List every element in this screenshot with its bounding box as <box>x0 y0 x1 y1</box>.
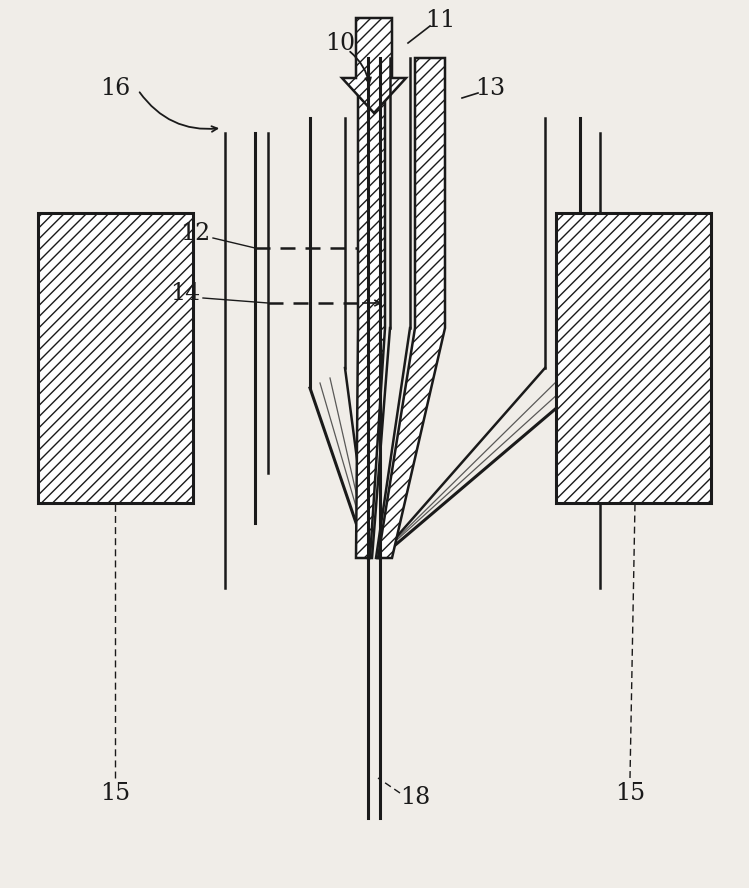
Polygon shape <box>38 213 193 503</box>
Text: 14: 14 <box>170 281 200 305</box>
Text: 15: 15 <box>100 781 130 805</box>
Polygon shape <box>556 213 711 503</box>
Text: 13: 13 <box>475 76 505 99</box>
Text: 18: 18 <box>400 787 430 810</box>
Text: 11: 11 <box>425 9 455 31</box>
Polygon shape <box>342 18 406 113</box>
Text: 12: 12 <box>180 221 210 244</box>
Text: 15: 15 <box>615 781 645 805</box>
Text: 10: 10 <box>325 31 355 54</box>
Polygon shape <box>378 58 445 558</box>
Polygon shape <box>356 58 385 558</box>
Text: 16: 16 <box>100 76 130 99</box>
